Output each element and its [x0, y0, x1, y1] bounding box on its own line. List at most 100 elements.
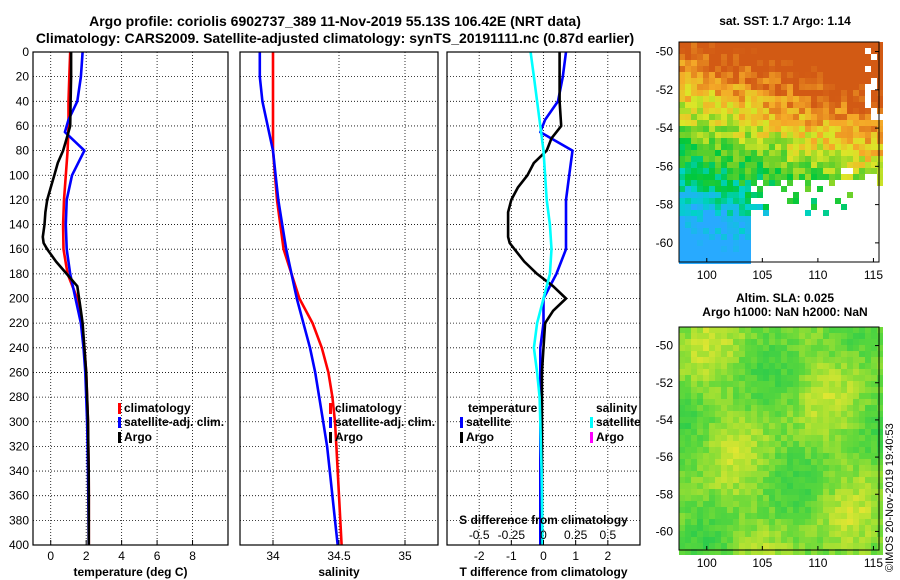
map-cell — [751, 357, 757, 363]
map-cell — [721, 252, 727, 258]
map-cell — [763, 78, 769, 84]
map-cell — [811, 369, 817, 375]
map-cell — [715, 204, 721, 210]
map-cell — [793, 513, 799, 519]
map-cell — [811, 519, 817, 525]
map-cell — [775, 537, 781, 543]
map-cell — [787, 327, 793, 333]
map-cell — [691, 162, 697, 168]
map-cell — [811, 120, 817, 126]
map-cell — [805, 162, 811, 168]
map-cell — [871, 495, 877, 501]
map-cell — [793, 489, 799, 495]
map-cell — [727, 168, 733, 174]
map-cell — [841, 72, 847, 78]
map-cell — [769, 483, 775, 489]
map-cell — [727, 180, 733, 186]
map-cell — [769, 180, 775, 186]
map-cell — [817, 168, 823, 174]
map-cell — [841, 549, 847, 555]
map-cell — [745, 501, 751, 507]
map-cell — [859, 447, 865, 453]
map-cell — [691, 240, 697, 246]
map-cell — [853, 507, 859, 513]
map-cell — [775, 174, 781, 180]
map-cell — [703, 537, 709, 543]
map-cell — [811, 345, 817, 351]
map-cell — [853, 375, 859, 381]
map-cell — [739, 150, 745, 156]
map-cell — [811, 537, 817, 543]
map-cell — [763, 66, 769, 72]
legend-title: temperature — [468, 401, 538, 415]
map-cell — [745, 84, 751, 90]
map-cell — [805, 357, 811, 363]
map-cell — [799, 126, 805, 132]
map-cell — [817, 72, 823, 78]
map-cell — [679, 513, 685, 519]
map-cell — [829, 483, 835, 489]
map-cell — [697, 108, 703, 114]
map-cell — [787, 198, 793, 204]
map-cell — [769, 441, 775, 447]
map-cell — [703, 525, 709, 531]
map-cell — [709, 417, 715, 423]
legend-swatch — [590, 432, 593, 443]
map-cell — [721, 411, 727, 417]
map-cell — [823, 132, 829, 138]
map-cell — [775, 519, 781, 525]
map-cell — [847, 549, 853, 555]
map-cell — [781, 120, 787, 126]
map-cell — [853, 441, 859, 447]
map-cell — [709, 471, 715, 477]
map-cell — [691, 168, 697, 174]
map-cell — [691, 102, 697, 108]
map-cell — [811, 327, 817, 333]
map-cell — [805, 102, 811, 108]
map-cell — [679, 84, 685, 90]
legend-swatch — [329, 417, 332, 428]
map-cell — [709, 72, 715, 78]
map-cell — [865, 375, 871, 381]
x-tick-label: 115 — [864, 268, 883, 282]
x-tick-label: 2 — [604, 549, 611, 563]
map-cell — [799, 60, 805, 66]
map-cell — [835, 459, 841, 465]
map-cell — [811, 90, 817, 96]
map-cell — [685, 246, 691, 252]
map-cell — [739, 369, 745, 375]
map-cell — [721, 525, 727, 531]
map-cell — [841, 423, 847, 429]
map-cell — [853, 537, 859, 543]
map-cell — [811, 477, 817, 483]
map-cell — [853, 513, 859, 519]
map-cell — [727, 42, 733, 48]
map-cell — [823, 210, 829, 216]
map-cell — [757, 186, 763, 192]
map-cell — [877, 393, 883, 399]
map-cell — [703, 465, 709, 471]
map-cell — [763, 126, 769, 132]
map-cell — [727, 246, 733, 252]
map-cell — [715, 108, 721, 114]
map-cell — [727, 351, 733, 357]
map-cell — [751, 66, 757, 72]
map-cell — [859, 132, 865, 138]
map-cell — [781, 357, 787, 363]
map-cell — [841, 120, 847, 126]
map-cell — [739, 453, 745, 459]
map-cell — [823, 453, 829, 459]
map-cell — [823, 393, 829, 399]
map-cell — [775, 168, 781, 174]
map-cell — [823, 465, 829, 471]
map-cell — [739, 447, 745, 453]
map-cell — [733, 345, 739, 351]
map-cell — [871, 120, 877, 126]
map-cell — [847, 393, 853, 399]
map-cell — [787, 519, 793, 525]
map-cell — [787, 132, 793, 138]
map-cell — [751, 78, 757, 84]
map-cell — [703, 132, 709, 138]
map-cell — [835, 423, 841, 429]
map-cell — [685, 441, 691, 447]
